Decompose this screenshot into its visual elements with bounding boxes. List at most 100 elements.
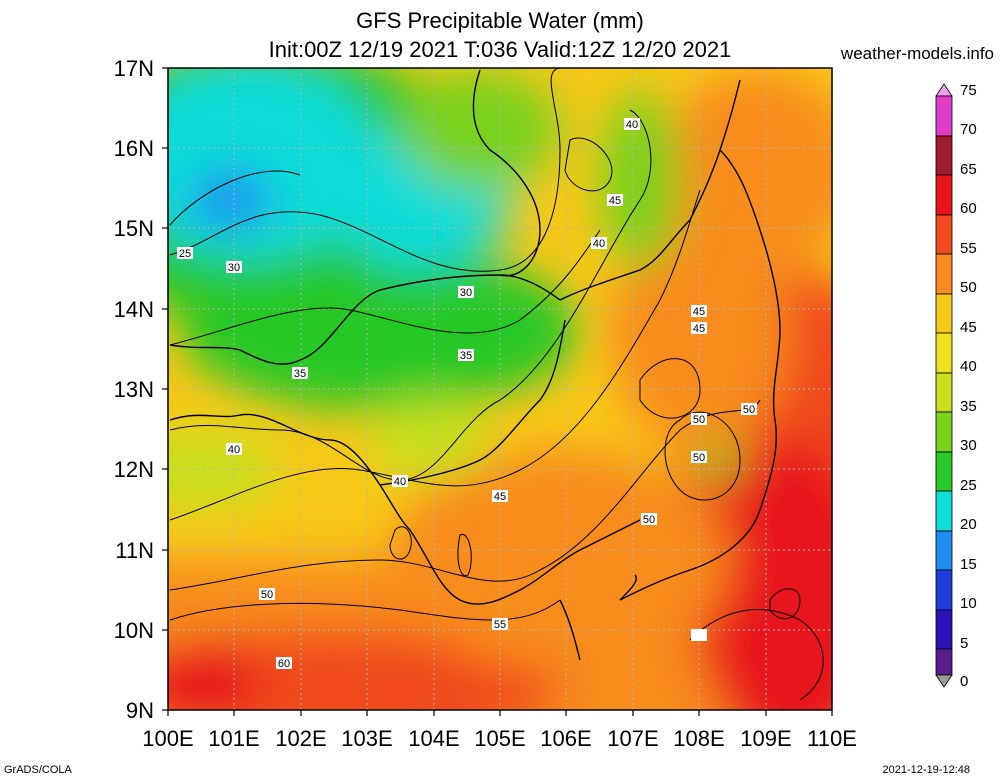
svg-text:50: 50	[643, 514, 655, 526]
lat-label: 15N	[113, 216, 154, 241]
colorbar-segment	[935, 293, 953, 334]
colorbar-label: 15	[960, 556, 977, 573]
svg-text:55: 55	[494, 619, 506, 631]
colorbar-label: 70	[960, 121, 977, 138]
svg-text:35: 35	[294, 368, 306, 380]
colorbar-segment	[935, 95, 953, 137]
svg-text:40: 40	[626, 119, 638, 131]
colorbar-label: 40	[960, 358, 977, 375]
colorbar-label: 25	[960, 477, 977, 494]
svg-text:30: 30	[228, 262, 240, 274]
colorbar-label: 10	[960, 595, 977, 612]
svg-text:30: 30	[460, 287, 472, 299]
contour-label: 40	[226, 443, 242, 456]
contour-label: 50	[691, 413, 707, 426]
colorbar-segment	[935, 174, 953, 216]
lon-label: 106E	[540, 726, 592, 751]
lon-label: 107E	[607, 726, 659, 751]
lon-label: 105E	[474, 726, 526, 751]
footer-timestamp: 2021-12-19-12:48	[882, 764, 970, 776]
colorbar-label: 30	[960, 437, 977, 454]
lat-label: 11N	[115, 538, 154, 563]
colorbar-label: 5	[960, 635, 969, 652]
svg-text:40: 40	[593, 238, 605, 250]
colorbar-segment	[935, 214, 953, 255]
lon-label: 103E	[341, 726, 393, 751]
colorbar-label: 65	[960, 161, 977, 178]
contour-label: 45	[607, 194, 623, 207]
svg-text:50: 50	[743, 404, 755, 416]
contour-label: 40	[624, 118, 640, 131]
contour-value-labels: 25 30 30 35 35 40 40 40 40 45 45 45 45 5…	[177, 118, 757, 670]
colorbar-segment	[935, 135, 953, 176]
svg-text:45: 45	[693, 323, 705, 335]
contour-label: 30	[458, 286, 474, 299]
lat-label: 17N	[113, 56, 154, 81]
contour-label: 45	[691, 305, 707, 318]
svg-text:45: 45	[609, 195, 621, 207]
site-credit: weather-models.info	[840, 44, 994, 63]
contour-label: 25	[177, 247, 193, 260]
contour-label: 50	[741, 403, 757, 416]
colorbar	[935, 83, 953, 688]
svg-text:50: 50	[261, 589, 273, 601]
svg-text:40: 40	[394, 476, 406, 488]
precipitable-water-field	[168, 68, 832, 710]
svg-text:35: 35	[460, 350, 472, 362]
contour-label: 40	[392, 475, 408, 488]
lat-label: 10N	[113, 618, 154, 643]
contour-label: 35	[458, 349, 474, 362]
footer-software: GrADS/COLA	[4, 764, 72, 776]
lon-label: 108E	[673, 726, 725, 751]
colorbar-label: 60	[960, 200, 977, 217]
colorbar-label: 55	[960, 240, 977, 257]
lat-label: 16N	[113, 136, 154, 161]
lat-label: 14N	[113, 297, 154, 322]
contour-label: 50	[691, 451, 707, 464]
colorbar-label: 50	[960, 279, 977, 296]
svg-text:60: 60	[278, 658, 290, 670]
lat-label: 13N	[113, 377, 154, 402]
lon-label: 109E	[740, 726, 792, 751]
svg-text:40: 40	[228, 444, 240, 456]
colorbar-segment	[935, 530, 953, 571]
contour-label: 45	[492, 490, 508, 503]
colorbar-segment	[935, 332, 953, 374]
svg-text:50: 50	[693, 414, 705, 426]
contour-label: 60	[276, 657, 292, 670]
colorbar-bottom-arrow	[935, 674, 953, 688]
colorbar-label: 0	[960, 673, 969, 690]
lon-label: 101E	[208, 726, 260, 751]
map-title: GFS Precipitable Water (mm)	[356, 8, 644, 33]
contour-label	[691, 629, 707, 641]
lon-label: 104E	[408, 726, 460, 751]
colorbar-segment	[935, 609, 953, 650]
colorbar-label: 75	[960, 82, 977, 99]
colorbar-segment	[935, 411, 953, 453]
svg-text:25: 25	[179, 248, 191, 260]
svg-text:45: 45	[693, 306, 705, 318]
colorbar-segment	[935, 253, 953, 295]
contour-label: 55	[492, 618, 508, 631]
colorbar-segment	[935, 490, 953, 532]
grid-lines	[168, 68, 832, 710]
contour-label: 45	[691, 322, 707, 335]
coastline-borders	[169, 69, 781, 661]
axis-ticks	[162, 67, 833, 716]
lat-label: 12N	[113, 457, 154, 482]
colorbar-segment	[935, 372, 953, 413]
colorbar-label: 45	[960, 319, 977, 336]
lat-label: 9N	[125, 698, 154, 723]
colorbar-segment	[935, 569, 953, 611]
lon-label: 102E	[275, 726, 327, 751]
colorbar-segment	[935, 648, 953, 676]
contour-label: 30	[226, 261, 242, 274]
svg-text:45: 45	[494, 491, 506, 503]
colorbar-top-arrow	[935, 83, 953, 97]
svg-text:50: 50	[693, 452, 705, 464]
map-subtitle: Init:00Z 12/19 2021 T:036 Valid:12Z 12/2…	[268, 37, 732, 62]
lon-label: 110E	[807, 726, 857, 751]
contour-label: 40	[591, 237, 607, 250]
contour-label: 35	[292, 367, 308, 380]
